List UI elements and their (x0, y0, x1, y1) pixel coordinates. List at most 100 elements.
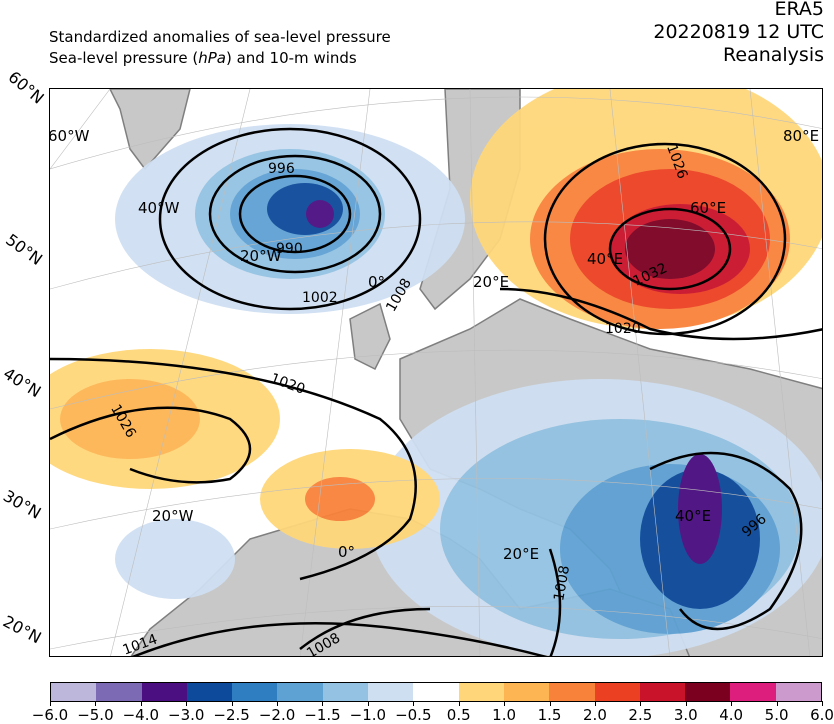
colorbar-tick-label: −2.5 (213, 706, 250, 724)
plot-title: Standardized anomalies of sea-level pres… (49, 27, 391, 69)
lon-label: 20°W (152, 507, 194, 525)
isobar (238, 174, 352, 254)
colorbar-swatch (141, 683, 187, 701)
colorbar-tick-mark (95, 701, 97, 706)
colorbar-swatch (96, 683, 142, 701)
isobar-label: 996 (268, 161, 295, 177)
lat-label: 50°N (2, 229, 47, 270)
colorbar (50, 682, 822, 702)
colorbar-tick-mark (367, 701, 369, 706)
lon-label: 40°E (587, 250, 623, 268)
colorbar-tick-label: 1.5 (537, 706, 562, 724)
map-panel: 60°W 40°W 20°W 0° 20°E 60°E 80°E 20°W 0°… (49, 88, 823, 657)
lon-label: 0° (338, 543, 355, 561)
colorbar-tick-mark (685, 701, 687, 706)
colorbar-swatch (413, 683, 459, 701)
isobar-label: 1002 (302, 290, 338, 306)
british-isles (349, 302, 391, 371)
isobar (499, 287, 822, 341)
lon-label: 60°W (50, 127, 90, 145)
colorbar-swatch (549, 683, 595, 701)
colorbar-tick-mark (140, 701, 142, 706)
colorbar-tick-label: 2.5 (628, 706, 653, 724)
atlantic-high-2 (60, 379, 200, 459)
anomaly-shading (50, 89, 822, 656)
colorbar-tick-label: −2.0 (258, 706, 296, 724)
colorbar-tick-mark (458, 701, 460, 706)
colorbar-tick-label: 0.5 (446, 706, 471, 724)
colorbar-swatch (639, 683, 686, 701)
isobar (548, 548, 562, 656)
colorbar-tick-label: 5.0 (764, 706, 789, 724)
isobar (208, 154, 382, 274)
isobar (50, 406, 252, 484)
sw-low (115, 519, 235, 599)
colorbar-swatch (458, 683, 504, 701)
colorbar-tick-label: 1.0 (492, 706, 517, 724)
colorbar-tick-label: −0.5 (395, 706, 432, 724)
colorbar-tick-mark (186, 701, 188, 706)
iberia-high-2 (305, 477, 375, 521)
product-label: Reanalysis (723, 44, 824, 66)
colorbar-tick-label: 2.0 (583, 706, 607, 724)
low-anomaly-core (306, 200, 334, 228)
lat-label: 60°N (4, 67, 48, 108)
colorbar-tick-label: 4.0 (719, 706, 744, 724)
colorbar-swatch (503, 683, 550, 701)
plot-meta: ERA5 20220819 12 UTC Reanalysis (653, 0, 824, 67)
se-low-core (678, 454, 722, 564)
lon-label: 80°E (783, 127, 819, 145)
colorbar-tick-label: −4.0 (122, 706, 160, 724)
colorbar-tick-mark (504, 701, 506, 706)
title-line-1: Standardized anomalies of sea-level pres… (49, 28, 391, 46)
isobar-label: 1020 (605, 321, 641, 337)
isobar (608, 207, 732, 291)
colorbar-tick-label: −5.0 (77, 706, 114, 724)
lon-label: 20°E (503, 545, 539, 563)
colorbar-tick-label: −3.0 (168, 706, 205, 724)
colorbar-swatch (685, 683, 731, 701)
colorbar-tick-label: 6.0 (810, 706, 834, 724)
colorbar-tick-mark (231, 701, 233, 706)
colorbar-swatch (594, 683, 640, 701)
datetime-label: 20220819 12 UTC (653, 21, 824, 43)
lon-label: 40°E (675, 507, 711, 525)
lat-label: 30°N (0, 486, 45, 523)
lon-label: 0° (368, 273, 385, 291)
anomaly-map: 60°W 40°W 20°W 0° 20°E 60°E 80°E 20°W 0°… (50, 89, 822, 656)
colorbar-tick-label: 3.0 (673, 706, 698, 724)
colorbar-tick-mark (322, 701, 324, 706)
lon-label: 20°W (240, 247, 282, 265)
title-line-2: Sea-level pressure (hPa) and 10-m winds (49, 49, 357, 67)
lon-label: 40°W (138, 199, 180, 217)
isobar-label: 990 (276, 241, 303, 257)
lat-label: 20°N (0, 611, 45, 648)
isobar (649, 451, 803, 631)
colorbar-tick-mark (549, 701, 551, 706)
isobar (299, 607, 431, 650)
dataset-label: ERA5 (774, 0, 824, 20)
isobar (543, 142, 787, 336)
colorbar-swatch (368, 683, 414, 701)
colorbar-swatch (232, 683, 278, 701)
colorbar-tick-mark (413, 701, 415, 706)
colorbar-swatch (730, 683, 776, 701)
isobars (50, 127, 822, 656)
colorbar-swatch (51, 683, 97, 701)
lon-label: 20°E (473, 273, 509, 291)
colorbar-tick-mark (731, 701, 733, 706)
colorbar-swatch (186, 683, 233, 701)
high-anomaly-core (625, 219, 715, 279)
colorbar-tick-label: −1.5 (304, 706, 341, 724)
lat-label: 40°N (0, 363, 45, 402)
isobar (131, 621, 548, 656)
isobar (158, 127, 422, 311)
colorbar-tick-mark (277, 701, 279, 706)
colorbar-tick-label: −1.0 (349, 706, 387, 724)
colorbar-swatch (277, 683, 323, 701)
graticule (50, 89, 822, 656)
colorbar-swatch (322, 683, 369, 701)
colorbar-tick-mark (594, 701, 596, 706)
lon-label: 60°E (690, 199, 726, 217)
colorbar-tick-label: −6.0 (31, 706, 69, 724)
